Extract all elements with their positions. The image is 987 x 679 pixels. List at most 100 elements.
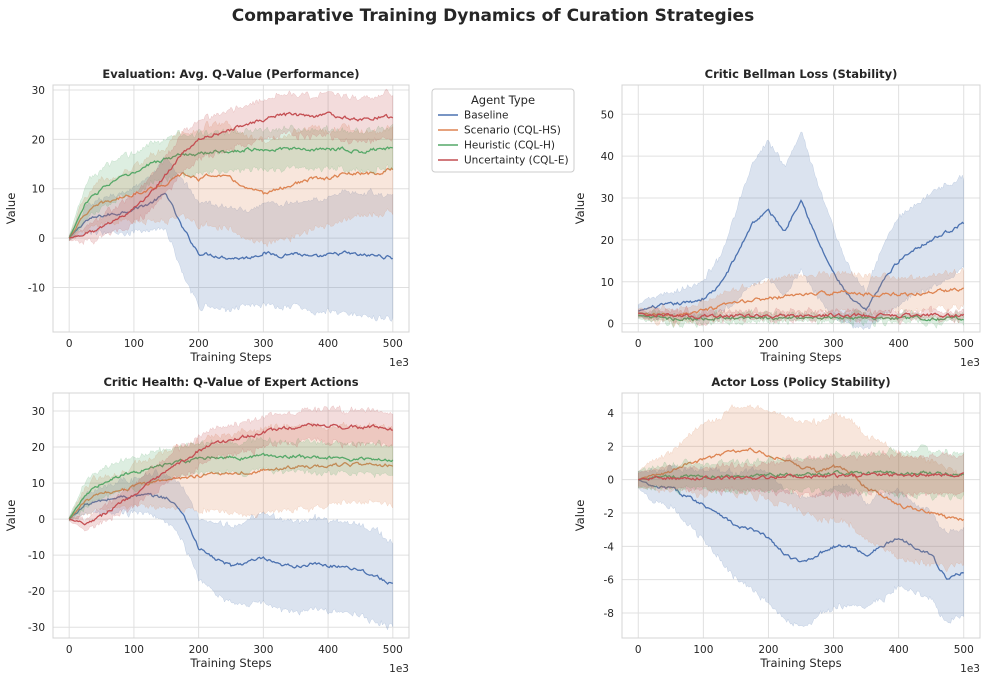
y-tick-label: -2 bbox=[604, 508, 614, 520]
plot-frame bbox=[621, 392, 981, 639]
series-line-baseline bbox=[68, 192, 393, 261]
y-tick-label: 4 bbox=[607, 408, 614, 420]
x-scale-label: 1e3 bbox=[960, 663, 980, 675]
y-axis-label: Value bbox=[573, 193, 587, 225]
confidence-band-scenario-cql-hs bbox=[68, 120, 394, 248]
y-axis-label: Value bbox=[573, 500, 587, 532]
confidence-band-baseline bbox=[68, 468, 394, 631]
x-tick-label: 400 bbox=[318, 338, 338, 350]
x-tick-label: 300 bbox=[824, 338, 844, 350]
series-line-uncertainty-cql-e bbox=[69, 111, 394, 239]
x-tick-label: 200 bbox=[189, 338, 209, 350]
legend-entry-uncertainty: Uncertainty (CQL-E) bbox=[438, 155, 569, 167]
x-tick-label: 300 bbox=[253, 644, 273, 656]
y-axis-label: Value bbox=[4, 500, 18, 532]
y-tick-label: 10 bbox=[601, 277, 614, 289]
x-tick-label: 0 bbox=[66, 644, 73, 656]
y-tick-label: -10 bbox=[28, 550, 45, 562]
series-group bbox=[68, 404, 394, 631]
x-tick-label: 500 bbox=[954, 644, 974, 656]
subplot-title: Critic Health: Q-Value of Expert Actions bbox=[103, 375, 358, 389]
series-line-scenario-cql-hs bbox=[638, 287, 965, 318]
plot-area bbox=[622, 393, 980, 638]
subplot-critic-bellman-loss-stability: 0 100 200 300 400 500 0 10 20 30 40 50 Critic Bellma… bbox=[573, 67, 981, 369]
y-tick-label: 20 bbox=[601, 235, 614, 247]
x-tick-label: 400 bbox=[889, 338, 909, 350]
confidence-band-heuristic-cql-h bbox=[638, 444, 964, 501]
x-tick-label: 100 bbox=[124, 644, 144, 656]
plot-area bbox=[53, 393, 409, 638]
series-line-heuristic-cql-h bbox=[638, 314, 964, 322]
legend-label-baseline: Baseline bbox=[464, 110, 509, 122]
x-tick-label: 400 bbox=[318, 644, 338, 656]
subplot-critic-health-q-value-of-expert-actions: 0 100 200 300 400 500 -30 -20 -10 0 10 20 30 Critic H… bbox=[4, 375, 410, 675]
series-group bbox=[638, 404, 965, 628]
x-tick-label: 100 bbox=[693, 338, 713, 350]
y-tick-label: 30 bbox=[601, 193, 614, 205]
x-tick-label: 100 bbox=[693, 644, 713, 656]
series-line-heuristic-cql-h bbox=[68, 146, 393, 239]
y-tick-label: -4 bbox=[604, 541, 615, 553]
x-tick-label: 500 bbox=[383, 338, 403, 350]
figure-title: Comparative Training Dynamics of Curatio… bbox=[232, 6, 754, 26]
subplot-title: Evaluation: Avg. Q-Value (Performance) bbox=[102, 67, 359, 81]
y-tick-label: 10 bbox=[32, 184, 45, 196]
x-axis-label: Training Steps bbox=[759, 656, 841, 670]
plot-area bbox=[53, 85, 409, 332]
confidence-band-uncertainty-cql-e bbox=[68, 404, 394, 532]
series-line-baseline bbox=[638, 479, 964, 580]
y-tick-label: 30 bbox=[32, 85, 45, 97]
subplot-evaluation-avg-q-value-performance: 0 100 200 300 400 500 -10 0 10 20 30 Evaluation: Av… bbox=[4, 67, 410, 369]
subplot-actor-loss-policy-stability: 0 100 200 300 400 500 -8 -6 -4 -2 0 2 4 Actor Loss (P… bbox=[573, 375, 981, 675]
subplot-title: Actor Loss (Policy Stability) bbox=[711, 375, 890, 389]
y-tick-label: -8 bbox=[604, 608, 614, 620]
x-tick-label: 0 bbox=[635, 644, 642, 656]
y-tick-label: 20 bbox=[32, 134, 45, 146]
confidence-band-baseline bbox=[638, 131, 964, 331]
y-tick-label: -20 bbox=[28, 586, 45, 598]
x-tick-label: 200 bbox=[189, 644, 209, 656]
series-group bbox=[638, 131, 965, 331]
plot-frame bbox=[52, 392, 410, 639]
legend-label-heuristic: Heuristic (CQL-H) bbox=[464, 140, 555, 152]
x-tick-label: 400 bbox=[889, 644, 909, 656]
x-axis-label: Training Steps bbox=[189, 656, 271, 670]
x-scale-label: 1e3 bbox=[389, 357, 409, 369]
series-line-scenario-cql-hs bbox=[638, 447, 965, 522]
legend-entry-scenario: Scenario (CQL-HS) bbox=[438, 125, 561, 137]
confidence-band-scenario-cql-hs bbox=[638, 404, 964, 573]
x-axis-label: Training Steps bbox=[189, 350, 271, 364]
y-tick-label: 10 bbox=[32, 478, 45, 490]
x-axis-label: Training Steps bbox=[759, 350, 841, 364]
x-tick-label: 200 bbox=[758, 644, 778, 656]
series-line-baseline bbox=[638, 199, 965, 312]
legend-label-uncertainty: Uncertainty (CQL-E) bbox=[464, 155, 569, 167]
series-line-heuristic-cql-h bbox=[68, 452, 394, 520]
legend: Agent Type Baseline Scenario (CQL-HS) He… bbox=[431, 88, 575, 173]
subplot-title: Critic Bellman Loss (Stability) bbox=[705, 67, 898, 81]
y-tick-label: 0 bbox=[607, 319, 614, 331]
series-line-scenario-cql-hs bbox=[68, 167, 394, 239]
x-tick-label: 100 bbox=[124, 338, 144, 350]
y-tick-label: 0 bbox=[607, 475, 614, 487]
legend-entry-heuristic: Heuristic (CQL-H) bbox=[438, 140, 555, 152]
x-tick-label: 0 bbox=[635, 338, 642, 350]
x-tick-label: 500 bbox=[383, 644, 403, 656]
legend-label-scenario: Scenario (CQL-HS) bbox=[464, 125, 561, 137]
y-tick-label: 2 bbox=[607, 441, 614, 453]
y-tick-label: 30 bbox=[32, 406, 45, 418]
y-tick-label: 40 bbox=[601, 151, 614, 163]
x-tick-label: 0 bbox=[66, 338, 73, 350]
y-tick-label: 50 bbox=[601, 109, 614, 121]
confidence-band-scenario-cql-hs bbox=[68, 421, 394, 522]
plot-frame bbox=[52, 84, 410, 333]
x-tick-label: 200 bbox=[758, 338, 778, 350]
legend-entry-baseline: Baseline bbox=[438, 110, 509, 122]
x-tick-label: 300 bbox=[824, 644, 844, 656]
y-tick-label: -10 bbox=[28, 283, 45, 295]
confidence-band-uncertainty-cql-e bbox=[638, 449, 964, 501]
x-scale-label: 1e3 bbox=[960, 357, 980, 369]
x-scale-label: 1e3 bbox=[389, 663, 409, 675]
